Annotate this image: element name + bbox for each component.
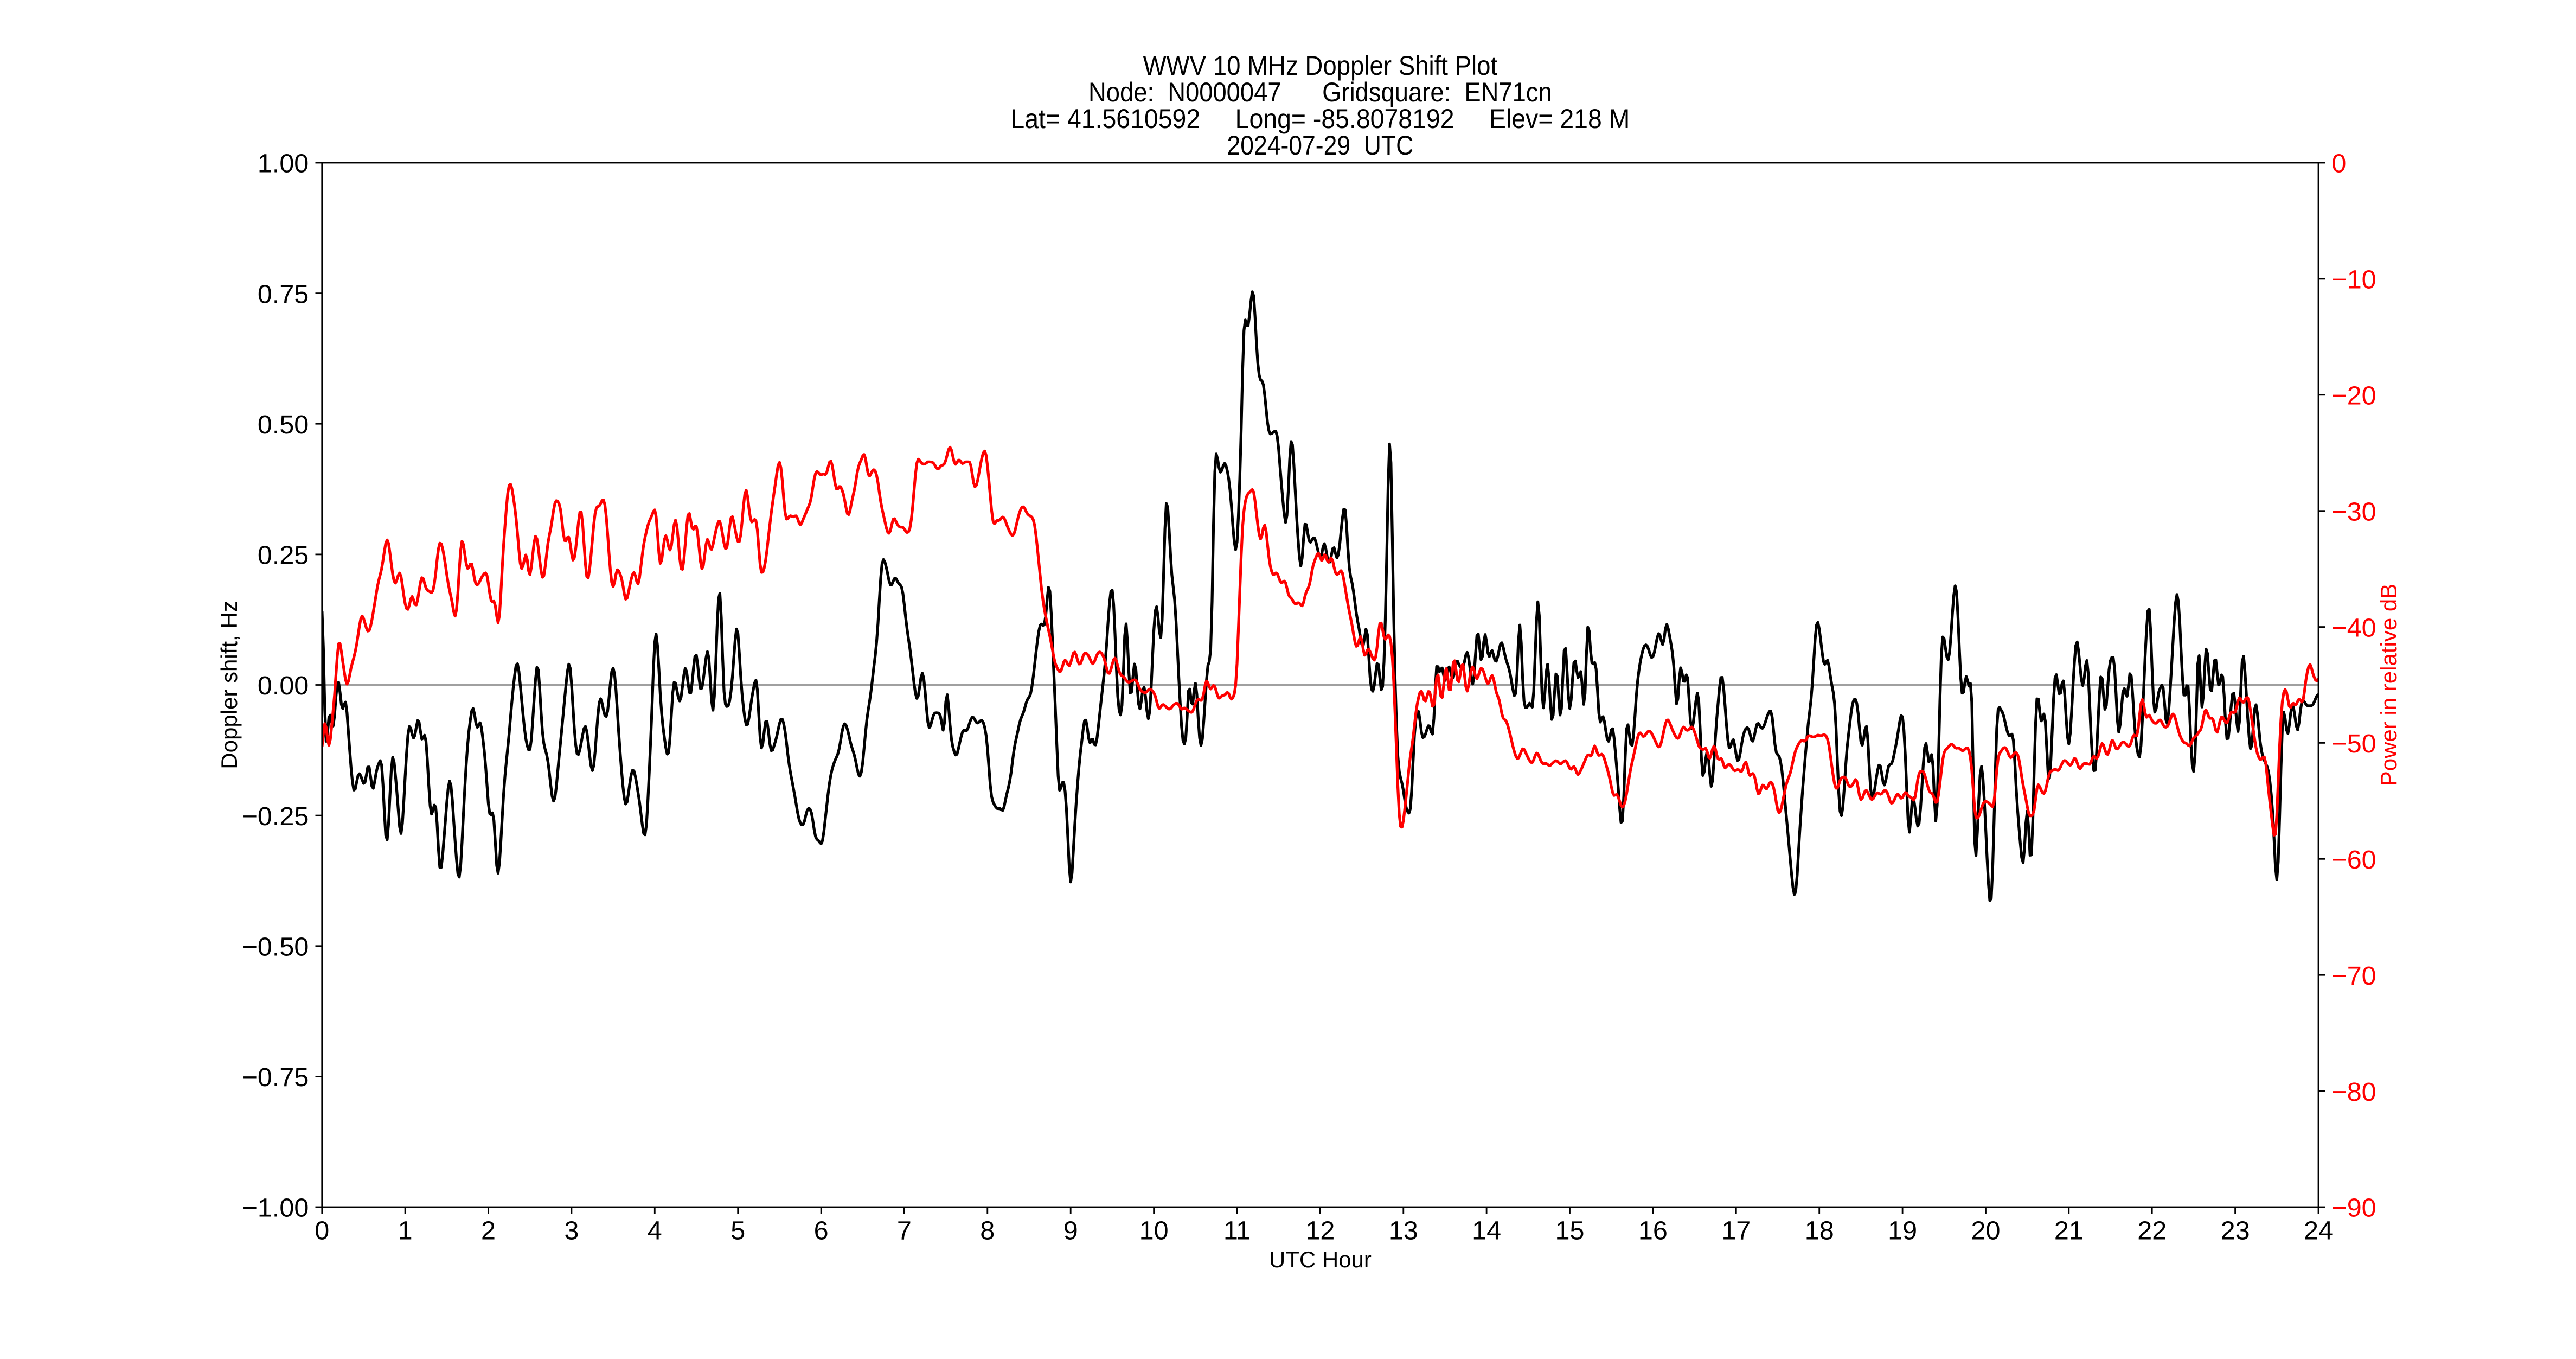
svg-text:−1.00: −1.00 bbox=[242, 1194, 309, 1223]
svg-text:22: 22 bbox=[2137, 1216, 2167, 1246]
svg-text:−40: −40 bbox=[2331, 613, 2376, 642]
svg-text:−70: −70 bbox=[2331, 961, 2376, 991]
svg-text:Node: N0000047 Gridsquar: Node: N0000047 Gridsquare: EN71cn bbox=[1088, 76, 1552, 107]
svg-text:−80: −80 bbox=[2331, 1077, 2376, 1107]
svg-text:0: 0 bbox=[315, 1216, 329, 1246]
svg-text:UTC Hour: UTC Hour bbox=[1269, 1247, 1372, 1272]
svg-text:6: 6 bbox=[814, 1216, 829, 1246]
svg-text:WWV 10 MHz Doppler Shift Plot: WWV 10 MHz Doppler Shift Plot bbox=[1143, 50, 1498, 81]
svg-text:−20: −20 bbox=[2331, 381, 2376, 411]
svg-text:3: 3 bbox=[564, 1216, 579, 1246]
svg-text:0.25: 0.25 bbox=[258, 541, 309, 570]
svg-text:0.00: 0.00 bbox=[258, 671, 309, 700]
svg-text:17: 17 bbox=[1721, 1216, 1751, 1246]
svg-text:20: 20 bbox=[1971, 1216, 2001, 1246]
svg-text:13: 13 bbox=[1389, 1216, 1418, 1246]
svg-text:14: 14 bbox=[1472, 1216, 1501, 1246]
svg-text:−60: −60 bbox=[2331, 845, 2376, 875]
svg-text:2: 2 bbox=[481, 1216, 496, 1246]
svg-text:23: 23 bbox=[2221, 1216, 2250, 1246]
svg-text:7: 7 bbox=[897, 1216, 912, 1246]
svg-text:19: 19 bbox=[1888, 1216, 1917, 1246]
svg-text:−0.75: −0.75 bbox=[242, 1063, 309, 1092]
svg-text:4: 4 bbox=[648, 1216, 662, 1246]
svg-text:1: 1 bbox=[398, 1216, 413, 1246]
svg-text:5: 5 bbox=[730, 1216, 745, 1246]
svg-text:−90: −90 bbox=[2331, 1194, 2376, 1223]
svg-text:0: 0 bbox=[2331, 149, 2346, 178]
svg-text:1.00: 1.00 bbox=[258, 149, 309, 178]
svg-text:21: 21 bbox=[2054, 1216, 2084, 1246]
svg-text:10: 10 bbox=[1139, 1216, 1169, 1246]
svg-text:15: 15 bbox=[1555, 1216, 1585, 1246]
svg-text:11: 11 bbox=[1223, 1216, 1251, 1246]
svg-text:24: 24 bbox=[2304, 1216, 2333, 1246]
svg-text:Power in relative dB: Power in relative dB bbox=[2376, 584, 2401, 787]
svg-text:16: 16 bbox=[1638, 1216, 1668, 1246]
svg-text:−50: −50 bbox=[2331, 729, 2376, 758]
svg-text:0.50: 0.50 bbox=[258, 410, 309, 439]
svg-text:18: 18 bbox=[1805, 1216, 1834, 1246]
svg-text:Doppler shift, Hz: Doppler shift, Hz bbox=[216, 601, 242, 769]
svg-text:9: 9 bbox=[1063, 1216, 1078, 1246]
svg-text:Lat= 41.5610592 Long= -85.: Lat= 41.5610592 Long= -85.8078192 Elev= … bbox=[1010, 103, 1630, 134]
svg-text:12: 12 bbox=[1305, 1216, 1335, 1246]
svg-text:−10: −10 bbox=[2331, 265, 2376, 295]
svg-text:8: 8 bbox=[980, 1216, 995, 1246]
svg-text:2024-07-29 UTC: 2024-07-29 UTC bbox=[1227, 130, 1414, 161]
svg-text:−30: −30 bbox=[2331, 497, 2376, 526]
svg-text:0.75: 0.75 bbox=[258, 279, 309, 309]
svg-text:−0.25: −0.25 bbox=[242, 802, 309, 831]
svg-text:−0.50: −0.50 bbox=[242, 933, 309, 962]
